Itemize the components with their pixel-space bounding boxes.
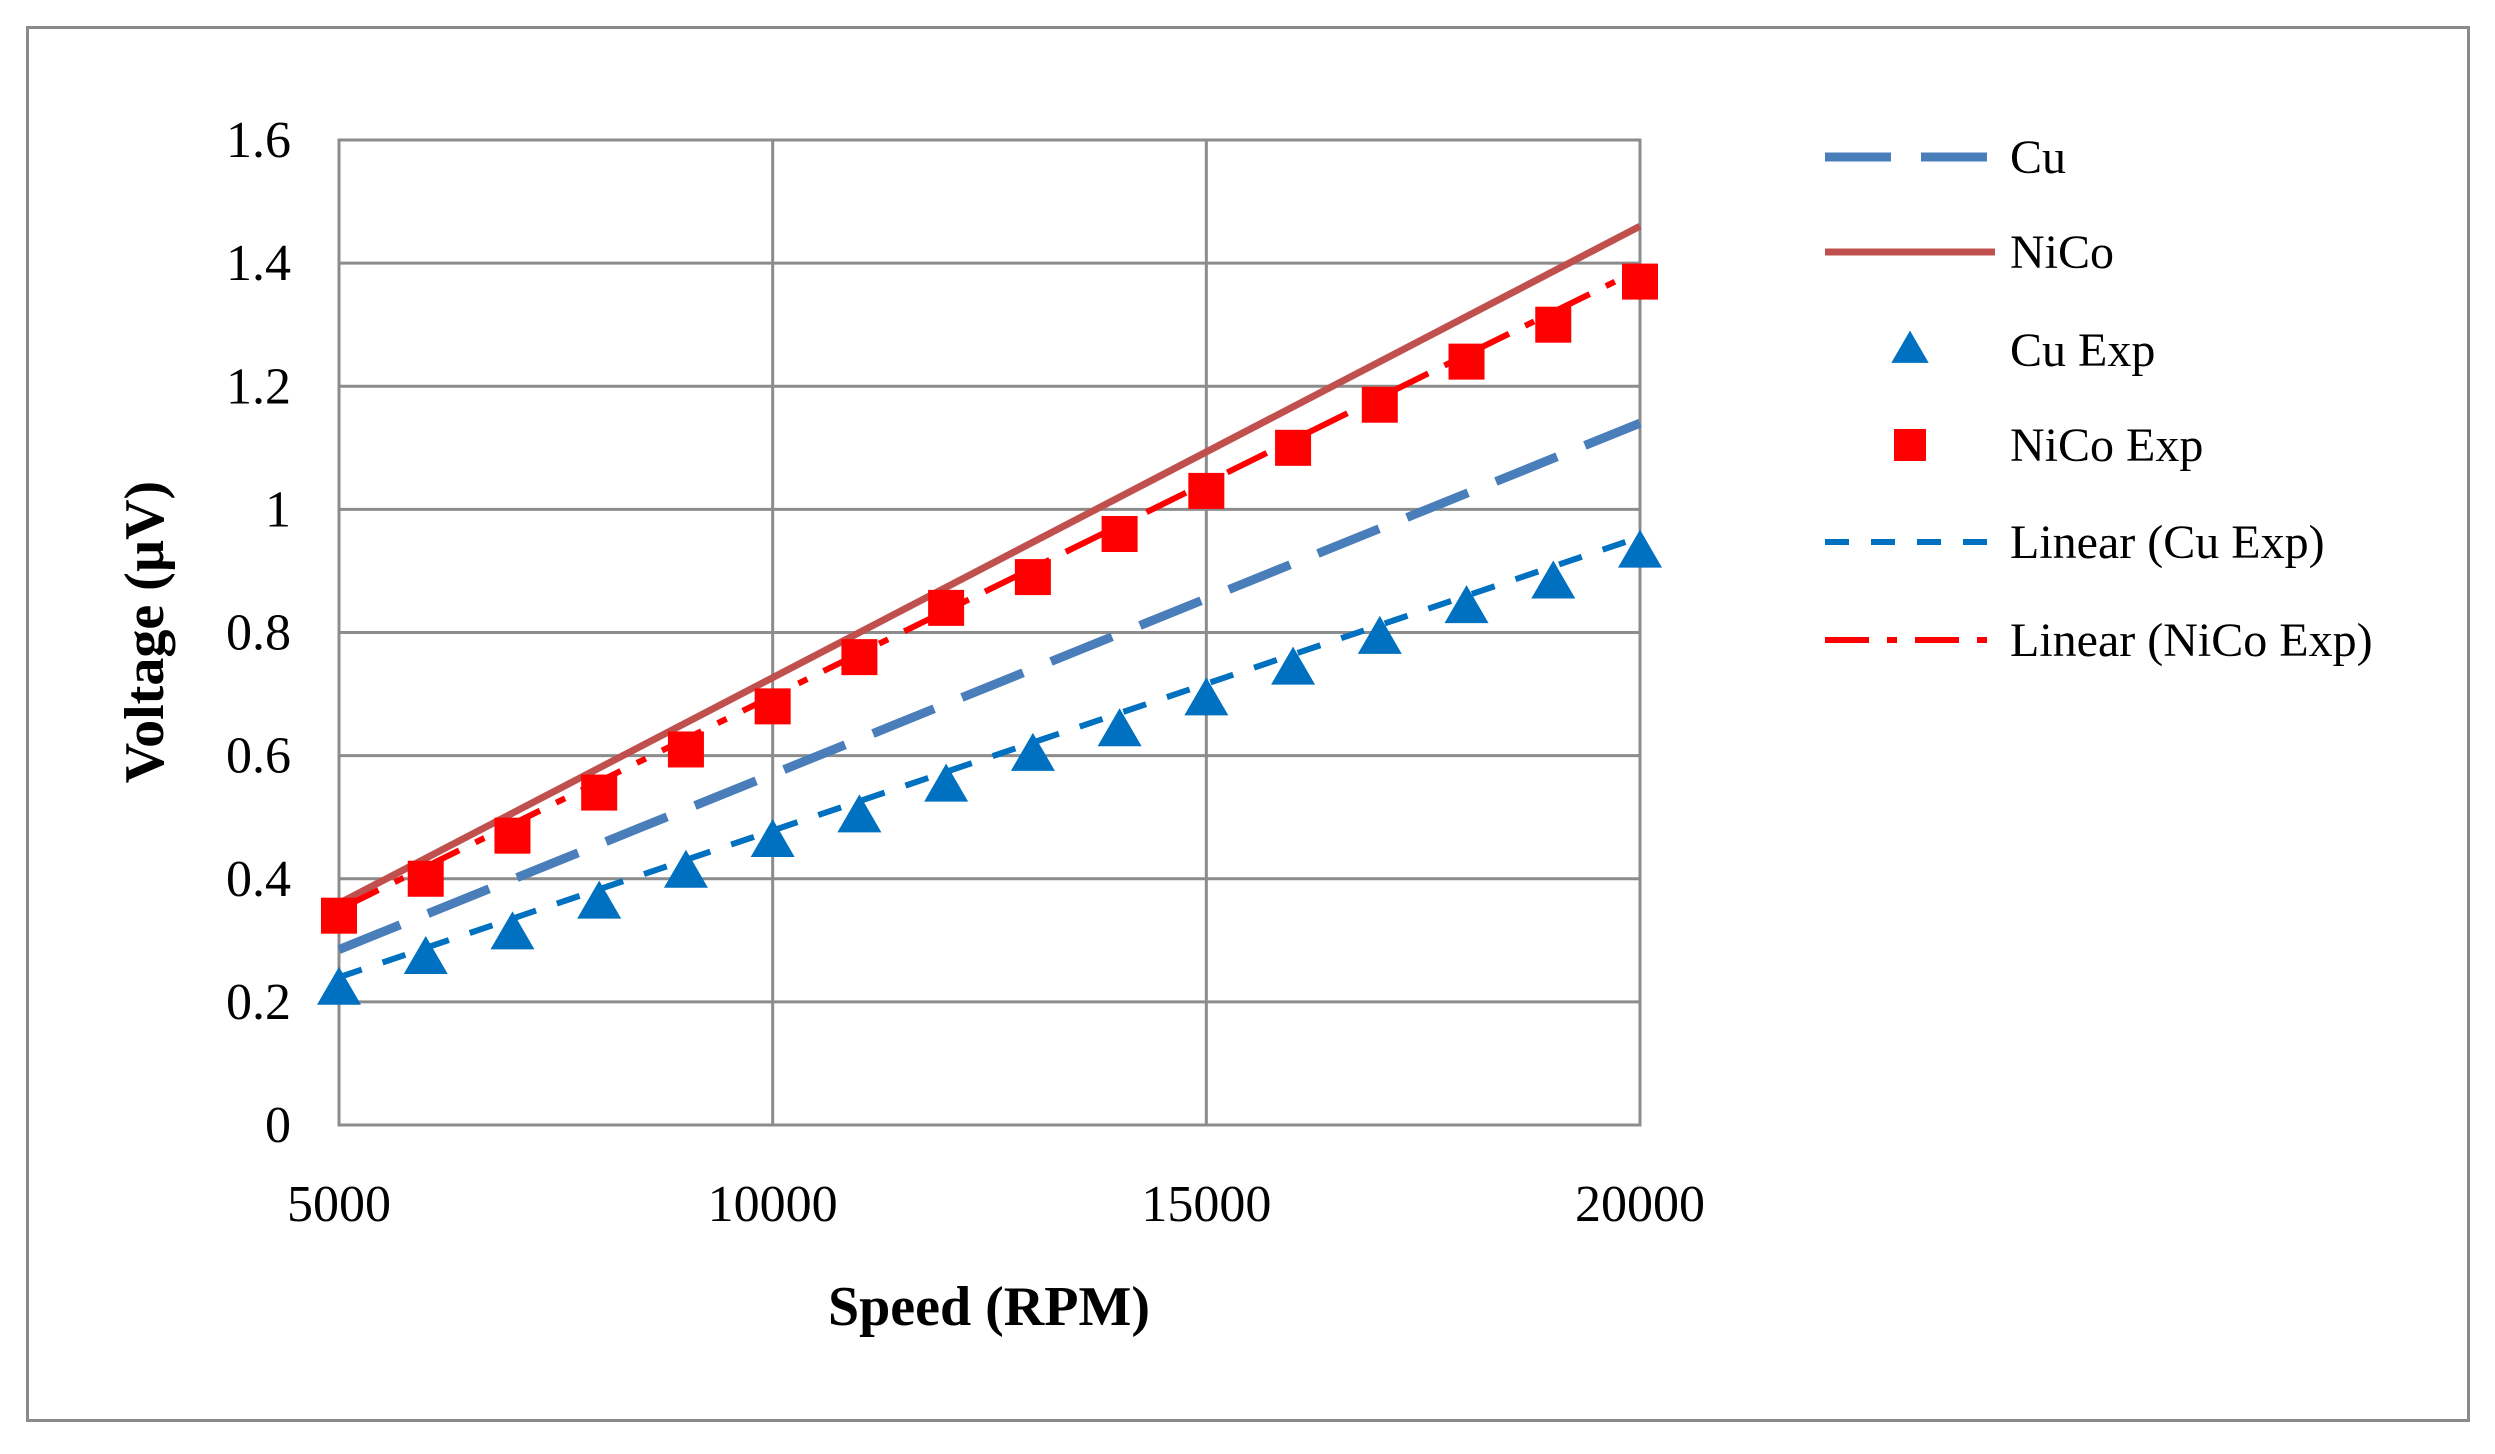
x-tick-label: 15000 <box>1141 1176 1271 1233</box>
legend-item-cu: Cu <box>1825 131 2066 184</box>
grid-layer <box>339 140 1640 1125</box>
x-tick-label: 10000 <box>708 1176 838 1233</box>
lin-cu-line <box>338 534 1641 981</box>
series-cu-exp <box>317 529 1662 1005</box>
y-tick-label: 0.8 <box>226 605 291 662</box>
nico-exp-point <box>407 860 444 897</box>
legend-item-nico: NiCo <box>1825 226 2114 279</box>
plot-area-border <box>337 138 1642 1127</box>
legend-label: Linear (Cu Exp) <box>2010 516 2325 569</box>
x-tick-label: 20000 <box>1575 1176 1705 1233</box>
nico-exp-point <box>1448 343 1485 380</box>
y-axis-title: Voltage (µV) <box>114 481 176 783</box>
legend-label: Cu Exp <box>2010 324 2155 377</box>
cu-exp-point <box>577 880 622 919</box>
series-layer <box>317 223 1662 1005</box>
legend-marker <box>1894 429 1926 461</box>
y-tick-label: 0.4 <box>226 851 291 908</box>
cu-exp-point <box>837 794 882 833</box>
nico-exp-point <box>667 731 704 768</box>
cu-exp-point <box>663 849 708 888</box>
legend-item-cu-exp: Cu Exp <box>1891 324 2155 377</box>
series-lin-nico <box>337 266 1642 913</box>
legend-item-lin-cu: Linear (Cu Exp) <box>1825 516 2325 569</box>
series-cu <box>337 419 1642 954</box>
legend-marker <box>1891 330 1929 363</box>
nico-exp-point <box>581 774 618 811</box>
nico-exp-point <box>1275 429 1312 466</box>
cu-exp-point <box>317 966 361 1005</box>
nico-exp-point <box>1535 306 1572 343</box>
cu-exp-point <box>490 911 535 950</box>
cu-exp-point <box>1271 646 1316 685</box>
nico-exp-point <box>1101 516 1138 552</box>
nico-exp-point <box>1188 472 1225 509</box>
cu-exp-point <box>403 935 448 974</box>
nico-exp-point <box>841 639 878 676</box>
cu-exp-point <box>1097 708 1142 747</box>
legend-label: Cu <box>2010 131 2066 184</box>
y-tick-label: 0 <box>265 1097 291 1154</box>
x-axis-title: Speed (RPM) <box>828 1276 1150 1338</box>
cu-exp-point <box>924 763 969 802</box>
x-tick-label: 5000 <box>287 1176 391 1233</box>
cu-line <box>337 419 1642 954</box>
nico-exp-point <box>1014 559 1051 596</box>
legend-item-nico-exp: NiCo Exp <box>1894 419 2203 472</box>
nico-exp-point <box>321 897 357 934</box>
y-tick-label: 1 <box>265 481 291 538</box>
cu-exp-point <box>1618 529 1662 568</box>
y-tick-label: 0.6 <box>226 728 291 785</box>
cu-exp-point <box>1010 732 1055 771</box>
legend-label: Linear (NiCo Exp) <box>2010 614 2373 667</box>
series-lin-cu <box>338 534 1641 981</box>
lin-nico-line <box>337 266 1642 913</box>
legend: Cu NiCo Cu Exp NiCo Exp Linear (Cu Exp) Linea… <box>1825 131 2373 667</box>
series-nico-exp <box>321 263 1658 934</box>
cu-exp-point <box>1444 585 1489 624</box>
cu-exp-point <box>1184 677 1229 716</box>
legend-label: NiCo <box>2010 226 2114 279</box>
cu-exp-point <box>750 819 795 858</box>
legend-item-lin-nico: Linear (NiCo Exp) <box>1825 614 2373 667</box>
legend-label: NiCo Exp <box>2010 419 2203 472</box>
nico-exp-point <box>1622 263 1658 300</box>
nico-line <box>337 223 1642 907</box>
y-tick-label: 1.6 <box>226 112 291 169</box>
y-tick-label: 1.4 <box>226 235 291 292</box>
cu-exp-point <box>1357 615 1402 654</box>
nico-exp-point <box>1361 386 1398 423</box>
cu-exp-point <box>1531 560 1576 599</box>
chart-frame <box>26 26 2470 1422</box>
series-nico <box>337 223 1642 907</box>
nico-exp-point <box>754 688 791 725</box>
nico-exp-point <box>928 589 965 626</box>
tick-labels: 0 0.2 0.4 0.6 0.8 1 1.2 1.4 1.6 5000 10000 15000 200… <box>226 112 1705 1233</box>
y-tick-label: 1.2 <box>226 358 291 415</box>
y-tick-label: 0.2 <box>226 974 291 1031</box>
nico-exp-point <box>494 817 531 854</box>
